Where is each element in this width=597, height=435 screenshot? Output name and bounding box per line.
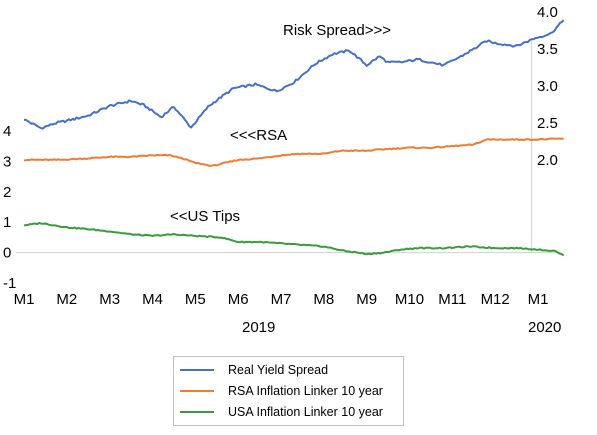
x-tick-label: M1 [528, 291, 549, 308]
right-tick-label: 3.0 [537, 78, 558, 95]
left-tick-label: 3 [3, 153, 11, 170]
right-tick-label: 4.0 [537, 4, 558, 21]
legend-label-real-yield-spread: Real Yield Spread [228, 363, 329, 377]
x-tick-label: M3 [99, 291, 120, 308]
x-tick-label: M8 [313, 291, 334, 308]
series-line-2 [23, 222, 565, 257]
legend-swatch-rsa-linker [180, 390, 214, 392]
legend-swatch-real-yield-spread [180, 369, 214, 371]
right-tick-label: 3.5 [537, 41, 558, 58]
legend-item-rsa-linker: RSA Inflation Linker 10 year [180, 381, 383, 401]
x-tick-label: M6 [228, 291, 249, 308]
x-tick-label: M12 [481, 291, 510, 308]
series-line-1 [23, 137, 564, 167]
x-tick-label: M11 [438, 291, 466, 308]
series-lines [23, 19, 565, 257]
series-line-0 [23, 19, 565, 130]
x-tick-label: M4 [142, 291, 163, 308]
left-tick-label: 2 [3, 184, 11, 201]
x-tick-label: M9 [356, 291, 377, 308]
annotation-risk-spread: Risk Spread>>> [283, 22, 391, 39]
left-tick-label: 0 [3, 245, 11, 262]
right-axis-ticks: 4.0 3.5 3.0 2.5 2.0 [537, 4, 558, 169]
x-tick-label: M1 [14, 291, 35, 308]
x-axis-ticks: M1 M2 M3 M4 M5 M6 M7 M8 M9 M10 M11 M12 M1 [14, 291, 549, 308]
legend-item-usa-linker: USA Inflation Linker 10 year [180, 402, 383, 422]
annotation-rsa: <<<RSA [230, 127, 287, 144]
x-tick-label: M5 [185, 291, 206, 308]
legend-item-real-yield-spread: Real Yield Spread [180, 360, 328, 380]
left-axis-ticks: 4 3 2 1 0 -1 [3, 123, 16, 292]
x-tick-label: M2 [56, 291, 77, 308]
year-label-2019: 2019 [242, 319, 275, 336]
right-tick-label: 2.5 [537, 115, 558, 132]
x-tick-label: M7 [271, 291, 292, 308]
right-tick-label: 2.0 [537, 152, 558, 169]
legend-label-usa-linker: USA Inflation Linker 10 year [228, 405, 383, 419]
left-tick-label: 1 [3, 214, 11, 231]
legend-swatch-usa-linker [180, 411, 214, 413]
left-tick-label: 4 [3, 123, 11, 140]
left-tick-label: -1 [3, 275, 16, 292]
x-tick-label: M10 [395, 291, 424, 308]
annotation-us-tips: <<US Tips [170, 208, 240, 225]
legend: Real Yield Spread RSA Inflation Linker 1… [173, 356, 404, 426]
year-label-2020: 2020 [528, 319, 561, 336]
legend-label-rsa-linker: RSA Inflation Linker 10 year [228, 384, 383, 398]
